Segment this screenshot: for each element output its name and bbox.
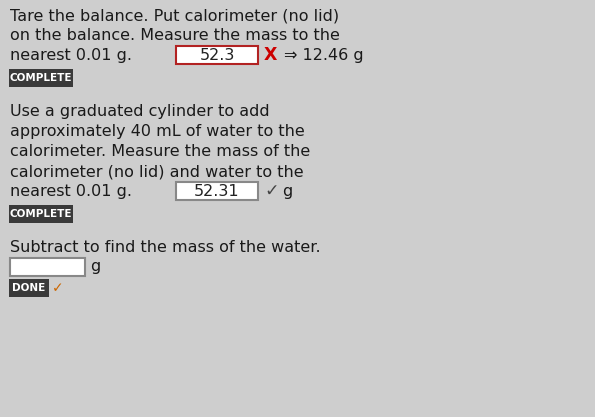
Text: 52.31: 52.31: [194, 183, 240, 198]
Text: Use a graduated cylinder to add: Use a graduated cylinder to add: [10, 104, 270, 119]
Text: g: g: [90, 259, 100, 274]
Text: calorimeter. Measure the mass of the: calorimeter. Measure the mass of the: [10, 144, 310, 159]
Text: nearest 0.01 g.: nearest 0.01 g.: [10, 184, 132, 199]
Text: ✓: ✓: [264, 182, 278, 200]
Text: ✓: ✓: [52, 281, 64, 295]
Text: calorimeter (no lid) and water to the: calorimeter (no lid) and water to the: [10, 164, 303, 179]
Text: 52.3: 52.3: [199, 48, 234, 63]
FancyBboxPatch shape: [176, 182, 258, 200]
Text: Tare the balance. Put calorimeter (no lid): Tare the balance. Put calorimeter (no li…: [10, 8, 339, 23]
Text: COMPLETE: COMPLETE: [10, 209, 72, 219]
Text: ⇒ 12.46 g: ⇒ 12.46 g: [284, 48, 364, 63]
Text: nearest 0.01 g.: nearest 0.01 g.: [10, 48, 132, 63]
FancyBboxPatch shape: [9, 279, 49, 297]
Text: approximately 40 mL of water to the: approximately 40 mL of water to the: [10, 124, 305, 139]
Text: Subtract to find the mass of the water.: Subtract to find the mass of the water.: [10, 240, 321, 255]
FancyBboxPatch shape: [176, 46, 258, 64]
Text: X: X: [264, 46, 277, 64]
Text: on the balance. Measure the mass to the: on the balance. Measure the mass to the: [10, 28, 340, 43]
Text: DONE: DONE: [12, 283, 46, 293]
FancyBboxPatch shape: [9, 205, 73, 223]
FancyBboxPatch shape: [10, 258, 85, 276]
Text: COMPLETE: COMPLETE: [10, 73, 72, 83]
FancyBboxPatch shape: [9, 69, 73, 87]
Text: g: g: [282, 183, 292, 198]
